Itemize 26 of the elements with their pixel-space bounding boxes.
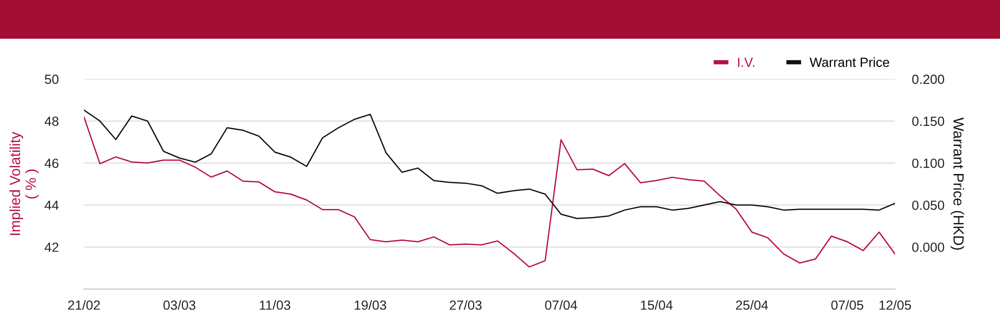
x-tick-label: 07/04 [545,300,578,310]
legend-label: I.V. [738,58,754,67]
y2-tick-label: 0.200 [912,74,944,84]
y-tick-label: 46 [44,158,58,168]
y2-tick-label: 0.000 [912,242,944,252]
x-tick-label: 11/03 [260,300,290,310]
y-tick-label: 50 [44,74,58,84]
y-tick-label: 42 [44,242,58,252]
y2-tick-label: 0.100 [912,158,944,168]
y-tick-label: 48 [44,116,58,126]
y-tick-label: 44 [44,200,59,210]
x-tick-label: 12/05 [880,300,911,310]
x-tick-label: 03/03 [163,300,196,310]
y2-axis-title: Warrant Price (HKD) [950,118,964,250]
x-tick-label: 07/05 [831,300,864,310]
x-tick-label: 21/02 [68,300,100,310]
y-axis-title: Implied Volatility ( % ) [9,132,39,235]
line-series [84,116,895,268]
y2-tick-label: 0.050 [912,200,944,210]
x-tick-label: 25/04 [736,300,768,310]
x-tick-label: 27/03 [450,300,482,310]
line-series [84,110,895,220]
x-tick-label: 15/04 [640,300,673,310]
x-tick-label: 19/03 [354,300,386,310]
y2-tick-label: 0.150 [912,116,944,126]
legend-label: Warrant Price [810,57,890,67]
